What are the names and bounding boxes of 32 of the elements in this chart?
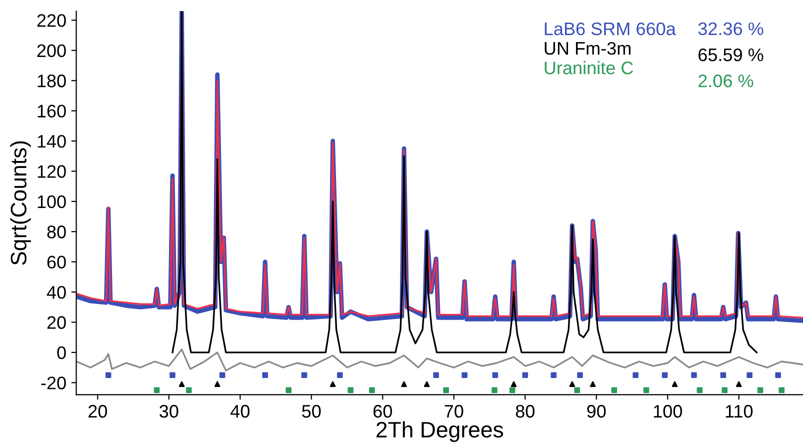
x-tick-label: 50: [302, 404, 321, 418]
y-tick-label: 120: [38, 165, 66, 178]
x-tick-label: 40: [230, 404, 250, 418]
x-tick-label: 90: [587, 404, 606, 418]
x-tick-label: 110: [726, 404, 753, 418]
y-tick-label: 140: [38, 134, 66, 148]
text: LaB6 SRM 660a: [544, 22, 676, 36]
x-tick-label: 100: [654, 404, 682, 418]
annotation: 32.36 %: [698, 22, 764, 36]
x-tick-label: 30: [160, 404, 178, 418]
text: Uraninite C: [544, 61, 634, 74]
y-tick-label: 40: [46, 286, 66, 299]
y-tick-label: 20: [47, 316, 66, 329]
x-tick-label: 60: [374, 404, 392, 418]
y-tick-label: 60: [47, 256, 66, 269]
y-tick-label: 0: [57, 346, 66, 360]
text: UN Fm-3m: [544, 42, 630, 55]
y-tick-label: 100: [38, 195, 66, 208]
line-series: [76, 348, 803, 372]
y-tick-label: 160: [38, 104, 66, 118]
x-tick-label: 80: [516, 404, 534, 418]
annotation: 65.59 %: [698, 48, 764, 62]
y-axis-title: Sqrt(Counts): [10, 141, 31, 265]
x-tick-label: 70: [444, 404, 464, 418]
y-tick-label: -20: [41, 376, 66, 390]
x-axis-title: 2Th Degrees: [376, 421, 504, 442]
y-tick-label: 220: [37, 14, 66, 27]
y-tick-label: 80: [47, 226, 66, 238]
x-tick-label: 20: [88, 404, 107, 418]
annotation: 2.06 %: [698, 74, 754, 88]
y-tick-label: 180: [38, 74, 66, 88]
y-tick-label: 200: [37, 44, 66, 58]
